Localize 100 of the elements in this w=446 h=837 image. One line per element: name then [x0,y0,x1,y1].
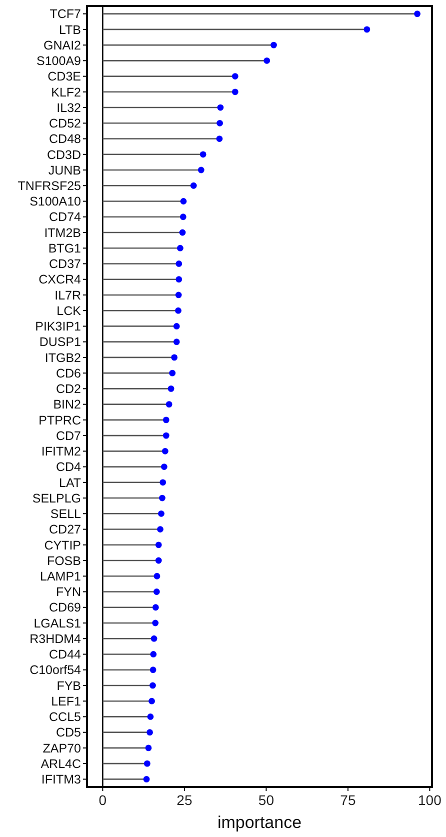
y-tick-label: IFITM2 [41,444,82,459]
point [180,198,187,204]
y-tick-label: CD4 [56,460,82,474]
y-tick-label: IL7R [54,288,81,302]
y-tick-label: ITGB2 [44,350,82,365]
point [147,714,154,720]
x-tick-label: 100 [418,792,442,808]
point [216,136,223,142]
point [177,244,184,252]
point [150,666,156,674]
y-tick-label: LAMP1 [40,570,82,584]
point [264,57,270,64]
y-tick-label: CD44 [49,648,82,662]
point [414,10,420,18]
y-tick-label: LCK [56,304,82,318]
point [175,307,182,314]
point [232,88,238,96]
point [173,338,180,346]
y-tick-label: CD48 [49,132,82,146]
y-tick-label: SELL [50,507,82,522]
point [162,448,168,454]
point [152,620,159,626]
point [169,370,176,376]
y-tick-label: CD69 [49,600,82,615]
point [179,229,186,236]
y-tick-label: GNAI2 [43,38,82,52]
point [176,276,182,283]
point [158,510,164,517]
y-tick-label: CCL5 [49,710,82,724]
point [176,260,182,267]
y-tick-label: CD2 [56,382,82,396]
point [160,479,166,486]
point [150,651,157,658]
point [180,214,186,220]
y-tick-label: S100A9 [36,54,82,68]
point [160,464,168,470]
y-tick-label: CD6 [56,366,82,380]
y-tick-label: C10orf54 [30,663,82,678]
point [157,526,164,532]
point [217,104,224,111]
point [146,729,153,736]
x-tick-label: 50 [258,792,274,808]
point [148,698,155,704]
y-tick-label: CD3D [46,148,81,162]
y-tick-label: LAT [59,476,82,490]
point [150,682,156,689]
y-tick-label: CD74 [49,210,82,224]
point [173,323,180,330]
point [168,385,174,392]
y-tick-label: CD5 [56,726,82,740]
y-tick-label: FYB [56,678,81,693]
y-tick-label: BIN2 [53,398,82,412]
y-tick-label: BTG1 [48,241,82,256]
y-tick-label: FOSB [46,554,81,568]
y-tick-label: SELPLG [32,491,81,506]
y-tick-label: TCF7 [50,7,82,22]
y-tick-label: FYN [56,585,81,600]
y-tick-label: S100A10 [30,194,82,209]
point [232,73,238,80]
y-tick-label: CD3E [48,70,81,84]
y-tick-label: R3HDM4 [30,632,82,646]
y-tick-label: ARL4C [40,756,81,771]
point [190,182,197,189]
point [152,604,159,611]
y-tick-label: IL32 [56,100,82,115]
y-tick-label: LTB [59,22,81,37]
y-tick-label: ITM2B [44,226,81,240]
y-tick-label: CYTIP [44,538,81,552]
y-tick-label: CXCR4 [38,272,82,287]
point [144,760,150,767]
y-tick-label: ZAP70 [42,741,82,756]
y-tick-label: TNFRSF25 [18,179,82,194]
point [153,588,160,595]
y-tick-label: CD27 [49,522,82,537]
x-tick-label: 0 [98,792,107,808]
point [162,432,170,439]
y-tick-label: IFITM3 [41,772,82,787]
y-tick-label: LEF1 [51,694,82,708]
point [175,292,182,298]
y-tick-label: CD52 [49,116,82,131]
y-tick-label: PTPRC [38,413,81,428]
y-tick-label: DUSP1 [39,335,82,350]
point [155,542,162,548]
point [155,557,162,564]
y-tick-label: JUNB [48,163,81,178]
y-tick-label: CD37 [49,257,82,272]
point [198,166,204,174]
point [159,494,166,502]
point [200,151,206,158]
y-tick-label: PIK3IP1 [35,320,82,334]
point [166,401,172,408]
point [270,42,277,48]
x-axis-title: importance [217,813,302,832]
point [143,776,150,782]
x-tick-label: 75 [340,792,356,808]
point [216,120,223,126]
y-tick-label: KLF2 [51,85,82,100]
point [364,26,370,33]
x-tick-label: 25 [176,792,192,808]
point [150,635,158,642]
